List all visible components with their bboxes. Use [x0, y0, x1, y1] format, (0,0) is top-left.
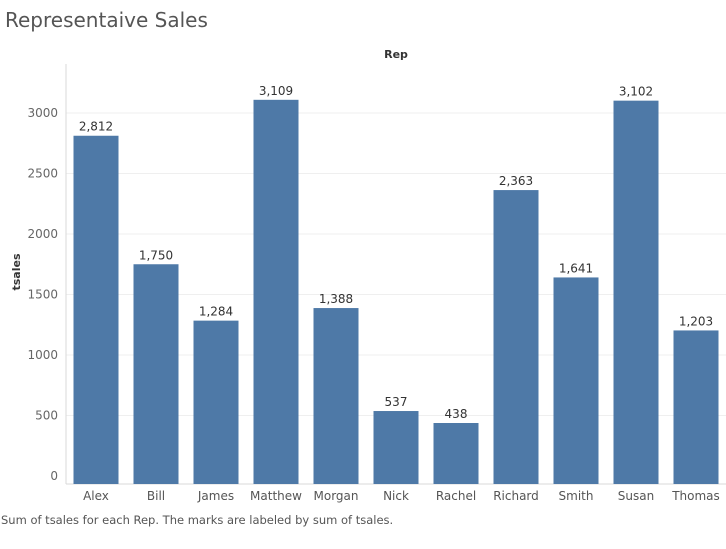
bar-value-label: 1,203	[679, 314, 713, 328]
bar-value-label: 3,102	[619, 85, 653, 99]
x-tick-label: Rachel	[436, 489, 476, 503]
bar-value-label: 3,109	[259, 84, 293, 98]
chart-title: Representaive Sales	[5, 8, 208, 32]
bar[interactable]	[73, 135, 119, 485]
bar-value-labels: 2,812 1,750 1,284 3,109 1,388 537 438 2,363 1,64…	[79, 84, 713, 421]
y-tick-label: 3000	[27, 106, 58, 120]
bar[interactable]	[493, 190, 539, 484]
bar[interactable]	[373, 411, 419, 484]
bar[interactable]	[553, 277, 599, 484]
chart-caption: Sum of tsales for each Rep. The marks ar…	[1, 513, 394, 527]
bar[interactable]	[433, 423, 479, 484]
x-axis-title: Rep	[384, 48, 408, 61]
x-tick-label: James	[197, 489, 234, 503]
bar[interactable]	[673, 330, 719, 484]
bar-value-label: 438	[445, 407, 468, 421]
x-tick-label: Nick	[383, 489, 409, 503]
y-tick-label: 2500	[27, 167, 58, 181]
y-tick-labels: 0 500 1000 1500 2000 2500 3000	[27, 106, 58, 483]
bar[interactable]	[253, 99, 299, 484]
y-tick-label: 2000	[27, 227, 58, 241]
bar-value-label: 1,284	[199, 305, 233, 319]
x-tick-label: Alex	[83, 489, 109, 503]
x-tick-label: Bill	[147, 489, 165, 503]
bar[interactable]	[313, 308, 359, 484]
x-tick-label: Thomas	[671, 489, 720, 503]
y-tick-label: 1500	[27, 288, 58, 302]
y-tick-label: 0	[50, 469, 58, 483]
bar-value-label: 2,363	[499, 174, 533, 188]
x-tick-label: Smith	[559, 489, 594, 503]
x-tick-label: Morgan	[314, 489, 359, 503]
y-tick-label: 1000	[27, 348, 58, 362]
bar-value-label: 1,388	[319, 292, 353, 306]
bar-value-label: 1,641	[559, 261, 593, 275]
bar-value-label: 1,750	[139, 248, 173, 262]
bar[interactable]	[613, 100, 659, 485]
y-tick-label: 500	[35, 409, 58, 423]
x-tick-label: Susan	[618, 489, 654, 503]
bar[interactable]	[133, 264, 179, 484]
bar-value-label: 2,812	[79, 120, 113, 134]
x-tick-labels: Alex Bill James Matthew Morgan Nick Rachel Rich…	[83, 489, 720, 503]
x-tick-label: Matthew	[250, 489, 302, 503]
bars	[73, 99, 719, 485]
bar[interactable]	[193, 320, 239, 484]
bar-value-label: 537	[385, 395, 408, 409]
y-axis-title: tsales	[10, 253, 23, 290]
x-tick-label: Richard	[493, 489, 539, 503]
